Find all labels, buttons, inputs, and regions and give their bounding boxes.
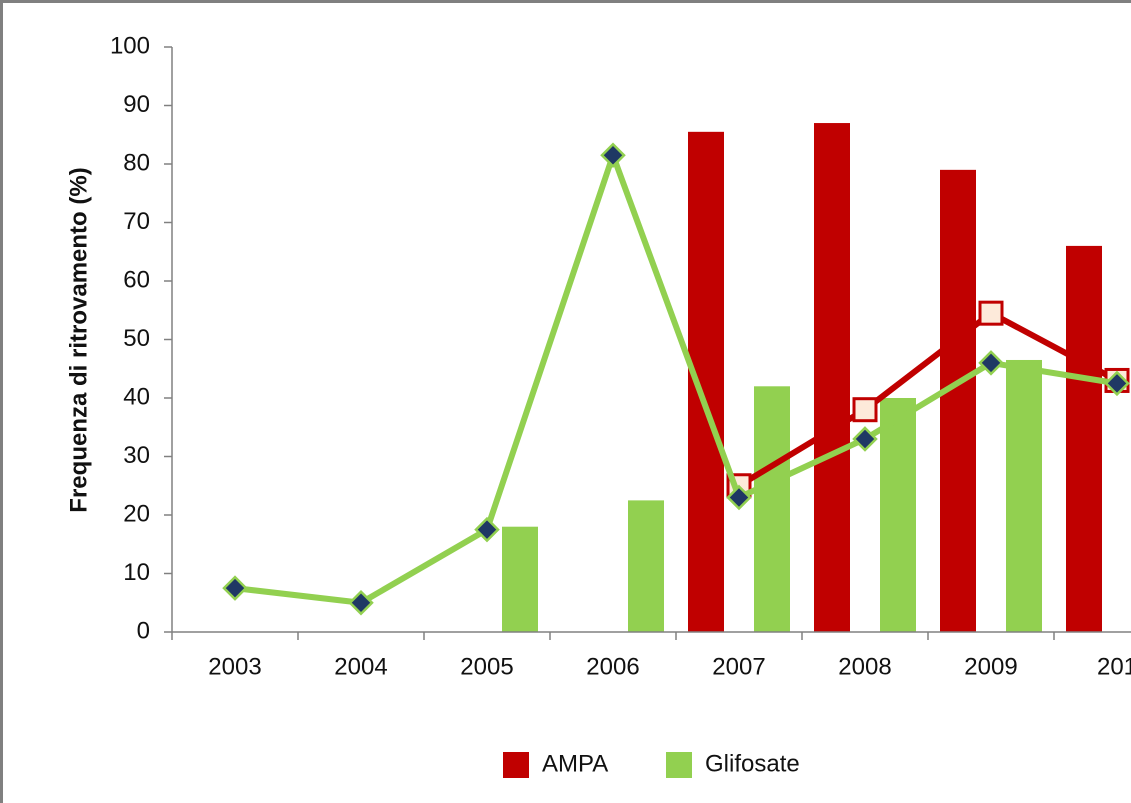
y-axis-title: Frequenza di ritrovamento (%) bbox=[65, 167, 92, 512]
legend-label-glifosate: Glifosate bbox=[705, 750, 800, 777]
y-tick-label: 20 bbox=[123, 500, 150, 527]
bar-glifosate-2007 bbox=[754, 386, 790, 632]
bar-ampa-2008 bbox=[814, 123, 850, 633]
legend-label-ampa: AMPA bbox=[542, 750, 608, 777]
marker-diamond-2009 bbox=[978, 350, 1004, 376]
legend-swatch-glifosate bbox=[666, 752, 692, 778]
x-tick-label: 2008 bbox=[838, 653, 891, 680]
lines-layer bbox=[222, 142, 1130, 616]
bar-glifosate-2009 bbox=[1006, 359, 1042, 632]
y-tick-label: 40 bbox=[123, 383, 150, 410]
x-tick-label: 2005 bbox=[460, 653, 513, 680]
y-tick-label: 90 bbox=[123, 91, 150, 118]
y-tick-label: 70 bbox=[123, 208, 150, 235]
y-tick-label: 30 bbox=[123, 442, 150, 469]
line-series-1 bbox=[234, 152, 1118, 606]
x-tick-label: 2004 bbox=[334, 653, 387, 680]
y-tick-label: 100 bbox=[110, 32, 150, 59]
legend-swatch-ampa bbox=[503, 752, 529, 778]
marker-diamond-2005 bbox=[474, 516, 500, 543]
marker-diamond-2007 bbox=[726, 484, 752, 511]
axes-layer: 0 10 20 30 40 50 60 70 80 90 100 2003 2004 2005 2006 20… bbox=[110, 32, 1131, 680]
marker-square-2009 bbox=[978, 300, 1004, 326]
y-tick-label: 10 bbox=[123, 559, 150, 586]
legend: AMPA Glifosate bbox=[503, 750, 800, 778]
line-series-0 bbox=[737, 310, 1119, 489]
marker-diamond-2004 bbox=[348, 589, 374, 616]
x-tick-label: 201 bbox=[1097, 653, 1131, 680]
marker-square-2008 bbox=[852, 397, 878, 423]
bar-glifosate-2005 bbox=[502, 526, 538, 632]
x-tick-label: 2003 bbox=[208, 653, 261, 680]
y-tick-label: 0 bbox=[137, 617, 150, 644]
y-tick-label: 60 bbox=[123, 266, 150, 293]
x-tick-label: 2006 bbox=[586, 653, 639, 680]
marker-diamond-201 bbox=[1104, 370, 1130, 397]
marker-diamond-2008 bbox=[852, 426, 878, 452]
x-tick-label: 2009 bbox=[964, 653, 1017, 680]
marker-diamond-2003 bbox=[222, 575, 248, 601]
bar-ampa-201 bbox=[1066, 245, 1102, 632]
bar-glifosate-2008 bbox=[880, 398, 916, 632]
bar-glifosate-2006 bbox=[628, 500, 664, 632]
marker-diamond-2006 bbox=[600, 142, 626, 168]
x-tick-label: 2007 bbox=[712, 653, 765, 680]
y-tick-label: 50 bbox=[123, 325, 150, 352]
y-tick-label: 80 bbox=[123, 149, 150, 176]
bar-ampa-2009 bbox=[940, 169, 976, 632]
bars-layer bbox=[502, 123, 1102, 633]
